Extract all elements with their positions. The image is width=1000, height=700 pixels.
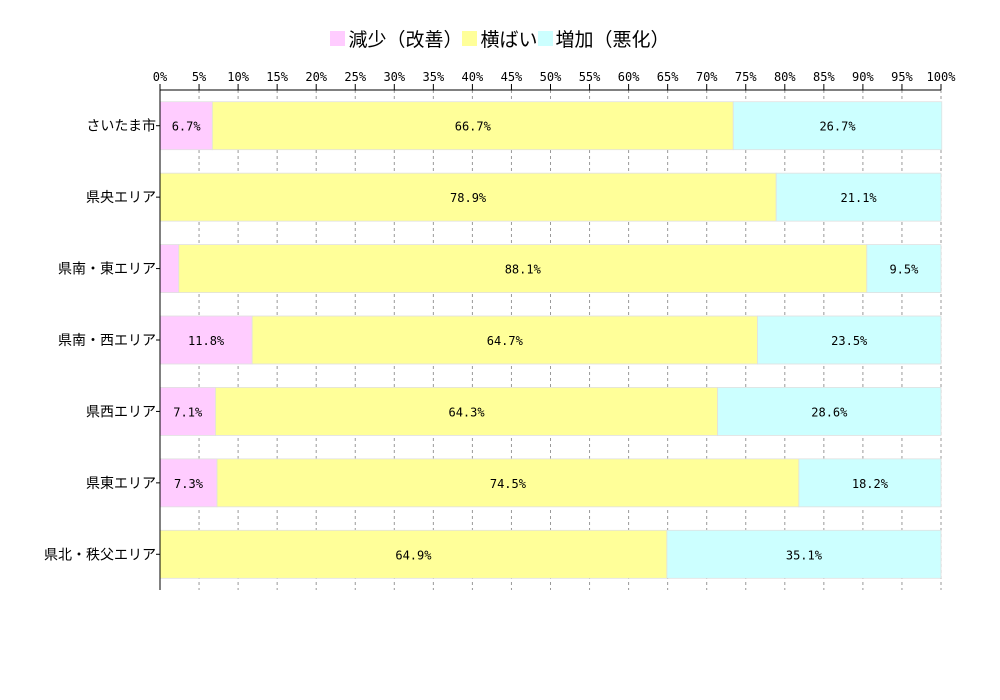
data-label: 78.9% <box>450 191 487 205</box>
bar-segment <box>159 101 213 151</box>
x-tick-label: 35% <box>423 70 445 84</box>
bar-segment <box>717 387 942 436</box>
legend-label-0: 減少（改善） <box>348 28 463 51</box>
x-tick-label: 55% <box>579 70 601 84</box>
x-tick-label: 10% <box>227 70 249 84</box>
x-tick-label: 5% <box>192 70 207 84</box>
x-tick-label: 65% <box>657 70 679 84</box>
bar-segment <box>798 458 942 508</box>
legend-swatch-0 <box>330 30 346 46</box>
bar-segment <box>178 244 868 293</box>
bar-segment <box>215 387 719 436</box>
x-tick-label: 45% <box>501 70 523 84</box>
legend-item-1: 横ばい <box>462 25 538 52</box>
x-tick-label: 25% <box>344 70 366 84</box>
data-label: 7.3% <box>174 477 204 491</box>
x-tick-label: 90% <box>852 70 874 84</box>
bar-segment <box>211 101 734 151</box>
data-label: 21.1% <box>841 191 878 205</box>
x-tick-label: 60% <box>618 70 640 84</box>
data-label: 23.5% <box>831 334 868 348</box>
x-tick-label: 40% <box>462 70 484 84</box>
category-label: 県北・秩父エリア <box>44 547 156 563</box>
legend-label-1: 横ばい <box>480 28 538 51</box>
x-tick-label: 15% <box>266 70 288 84</box>
legend-item-2: 増加（悪化） <box>537 25 670 52</box>
category-label: さいたま市 <box>86 118 156 135</box>
category-label: 県東エリア <box>86 476 156 492</box>
x-tick-label: 70% <box>696 70 718 84</box>
data-label: 11.8% <box>188 334 225 348</box>
category-label: 県西エリア <box>86 404 156 420</box>
bar-segment <box>251 315 758 365</box>
x-tick-label: 0% <box>153 70 168 84</box>
data-label: 64.7% <box>487 334 524 348</box>
x-tick-label: 75% <box>735 70 757 84</box>
bar-segment <box>159 315 253 365</box>
data-label: 35.1% <box>786 548 823 562</box>
data-label: 64.9% <box>395 548 432 562</box>
data-label: 88.1% <box>505 263 542 277</box>
category-label: 県南・西エリア <box>58 333 156 349</box>
data-label: 6.7% <box>172 120 202 134</box>
legend: 減少（改善） 横ばい 増加（悪化） <box>0 24 1000 52</box>
data-label: 74.5% <box>490 477 527 491</box>
bar-segment <box>216 458 800 508</box>
legend-swatch-1 <box>462 30 478 46</box>
bar-segment <box>757 315 942 365</box>
data-label: 7.1% <box>173 405 203 419</box>
data-label: 26.7% <box>819 120 856 134</box>
x-tick-label: 95% <box>891 70 913 84</box>
bar-segment <box>159 244 180 293</box>
data-label: 64.3% <box>448 405 485 419</box>
data-label: 66.7% <box>455 120 492 134</box>
category-label: 県央エリア <box>86 190 156 206</box>
bar-segment <box>666 529 942 579</box>
x-tick-label: 100% <box>927 70 957 84</box>
data-label: 18.2% <box>852 477 889 491</box>
category-label: 県南・東エリア <box>58 262 156 278</box>
x-tick-label: 20% <box>305 70 327 84</box>
legend-label-2: 増加（悪化） <box>555 28 670 51</box>
bar-segment <box>159 529 668 579</box>
bar-segment <box>866 244 942 293</box>
bar-segment <box>159 387 216 436</box>
x-tick-label: 50% <box>540 70 562 84</box>
bar-segment <box>775 172 942 222</box>
bar-segment <box>732 101 943 151</box>
data-label: 9.5% <box>889 263 919 277</box>
x-tick-label: 80% <box>774 70 796 84</box>
legend-swatch-2 <box>537 30 553 46</box>
x-tick-label: 30% <box>383 70 405 84</box>
legend-item-0: 減少（改善） <box>330 25 462 52</box>
x-tick-label: 85% <box>813 70 835 84</box>
data-label: 28.6% <box>811 405 848 419</box>
